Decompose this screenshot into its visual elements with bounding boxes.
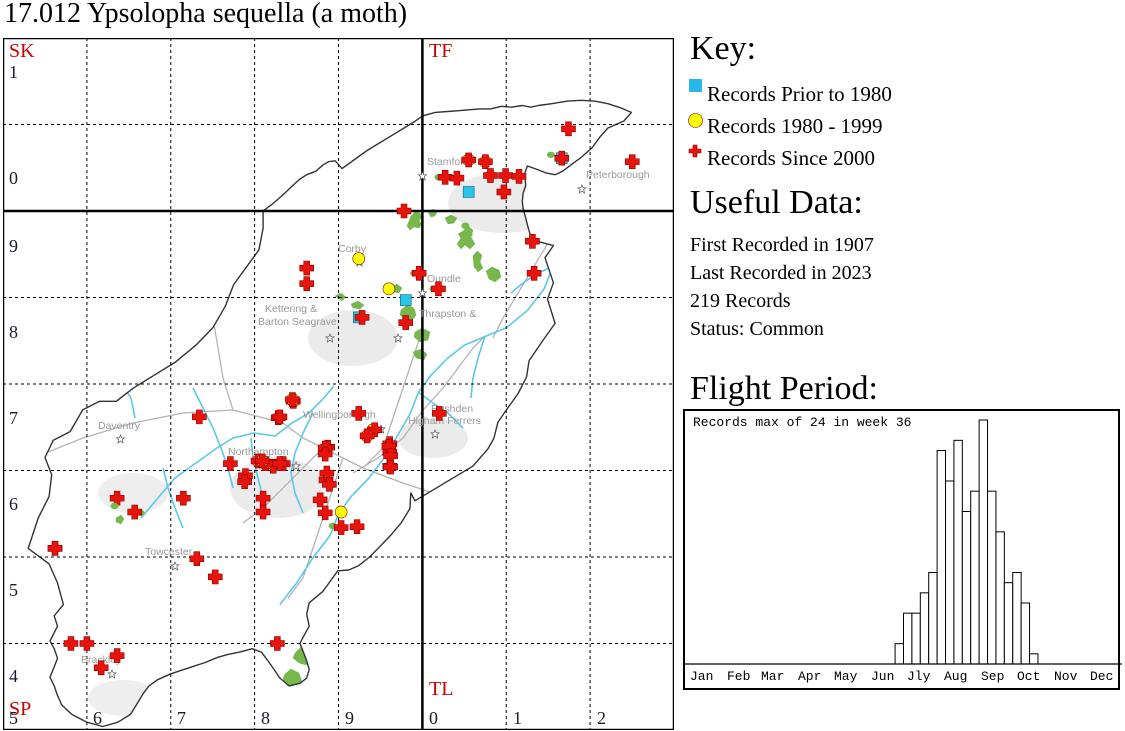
svg-text:Daventry: Daventry [98, 420, 141, 432]
svg-text:Oundle: Oundle [427, 273, 461, 285]
svg-text:Corby: Corby [338, 243, 367, 255]
svg-text:Peterborough: Peterborough [586, 169, 650, 181]
svg-text:Barton Seagrave: Barton Seagrave [258, 316, 337, 328]
svg-text:Higham Ferrers: Higham Ferrers [408, 415, 481, 427]
svg-text:Kettering &: Kettering & [265, 303, 317, 315]
svg-text:Thrapston &: Thrapston & [419, 308, 476, 320]
svg-text:Towcester: Towcester [145, 546, 193, 558]
